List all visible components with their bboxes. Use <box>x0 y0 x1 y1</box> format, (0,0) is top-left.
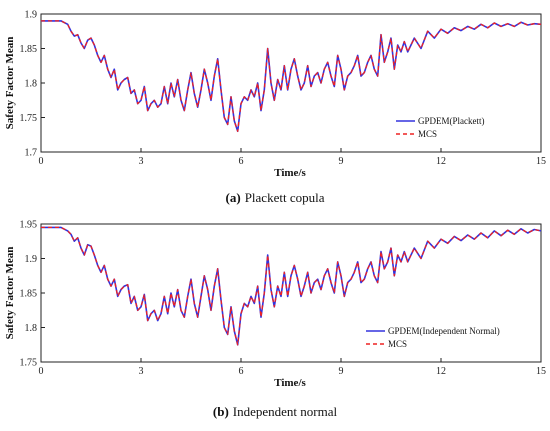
y-tick-label-a: 1.8 <box>25 79 38 90</box>
x-tick-label-b: 12 <box>436 366 446 377</box>
x-tick-label-a: 15 <box>536 156 546 167</box>
legend-label-gpdem-plackett: GPDEM(Plackett) <box>418 116 485 126</box>
series-line-mcs-b <box>41 226 542 346</box>
y-tick-label-b: 1.75 <box>20 358 38 369</box>
series-layer-a <box>41 20 542 133</box>
caption-a-text: Plackett copula <box>245 190 325 205</box>
chart-panel-a: 1.7 1.75 1.8 1.85 1.9 0 3 6 9 12 15 Time/s Safety… <box>4 10 546 206</box>
x-tick-label-b: 15 <box>536 366 546 377</box>
legend-label-mcs-b: MCS <box>388 339 407 349</box>
y-axis-b: 1.75 1.8 1.85 1.9 1.95 <box>20 220 45 369</box>
plot-frame-a <box>40 13 542 153</box>
x-axis-label-a: Time/s <box>274 167 306 179</box>
y-axis-a: 1.7 1.75 1.8 1.85 1.9 <box>20 10 45 159</box>
x-tick-label-a: 3 <box>139 156 144 167</box>
x-tick-label-a: 0 <box>39 156 44 167</box>
y-tick-label-b: 1.9 <box>25 254 38 265</box>
x-tick-label-a: 9 <box>339 156 344 167</box>
y-axis-label-b: Safety Factor Mean <box>4 247 16 340</box>
caption-a-label: (a) <box>226 190 241 205</box>
y-tick-label-a: 1.75 <box>20 113 38 124</box>
caption-b-label: (b) <box>213 404 229 419</box>
y-tick-label-b: 1.95 <box>20 220 38 231</box>
y-tick-label-a: 1.7 <box>25 148 38 159</box>
caption-b: (b) Independent normal <box>213 404 338 419</box>
x-tick-label-b: 6 <box>239 366 244 377</box>
y-tick-label-a: 1.85 <box>20 44 38 55</box>
series-line-mcs-a <box>41 20 542 132</box>
y-tick-label-b: 1.85 <box>20 289 38 300</box>
legend-b: GPDEM(Independent Normal) MCS <box>366 326 500 349</box>
x-axis-label-b: Time/s <box>274 377 306 389</box>
legend-label-gpdem-independent: GPDEM(Independent Normal) <box>388 326 500 336</box>
x-tick-label-b: 9 <box>339 366 344 377</box>
caption-b-text: Independent normal <box>233 404 338 419</box>
x-tick-label-a: 6 <box>239 156 244 167</box>
y-tick-label-b: 1.8 <box>25 323 38 334</box>
legend-label-mcs-a: MCS <box>418 129 437 139</box>
caption-a: (a) Plackett copula <box>226 190 325 205</box>
x-axis-a: 0 3 6 9 12 15 <box>39 148 546 167</box>
plot-frame-b <box>40 223 542 363</box>
x-axis-b: 0 3 6 9 12 15 <box>39 358 546 377</box>
x-tick-label-a: 12 <box>436 156 446 167</box>
x-tick-label-b: 0 <box>39 366 44 377</box>
legend-a: GPDEM(Plackett) MCS <box>396 116 485 139</box>
y-axis-label-a: Safety Factor Mean <box>4 37 16 130</box>
x-tick-label-b: 3 <box>139 366 144 377</box>
chart-panel-b: 1.75 1.8 1.85 1.9 1.95 0 3 6 9 12 15 Time/s Safet… <box>4 220 546 420</box>
series-layer-b <box>41 226 542 346</box>
y-tick-label-a: 1.9 <box>25 10 38 21</box>
